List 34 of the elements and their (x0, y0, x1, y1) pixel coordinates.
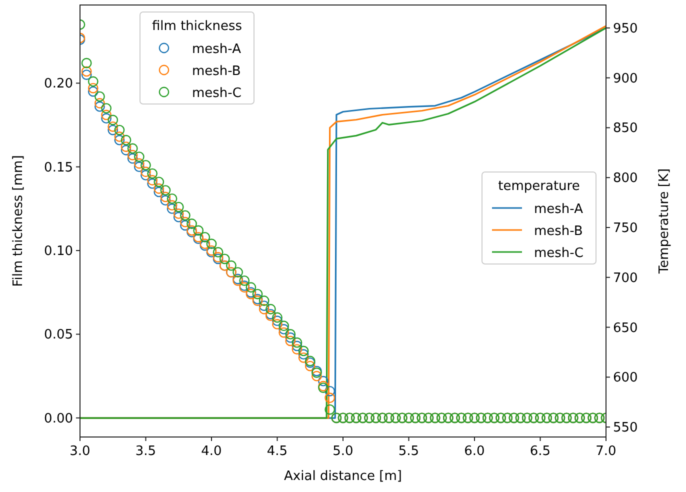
y-tick-label: 0.10 (44, 244, 73, 260)
x-tick-label: 4.0 (201, 444, 222, 459)
y2-tick-label: 950 (613, 21, 638, 36)
y2-tick-label: 800 (613, 171, 638, 186)
y2-tick-label: 650 (613, 320, 638, 336)
legend-label: mesh-A (534, 202, 584, 217)
text: film thickness (152, 19, 242, 34)
y-tick-label: 0.15 (44, 160, 73, 176)
legend-label: mesh-B (534, 224, 583, 239)
x-tick-label: 3.5 (135, 444, 156, 459)
legend-label: mesh-C (534, 246, 584, 261)
x-tick-label: 4.5 (266, 444, 288, 459)
x-tick-label: 6.5 (530, 444, 551, 459)
y-tick-label: 0.20 (44, 76, 73, 92)
x-tick-label: 7.0 (596, 444, 616, 459)
x-tick-label: 6.0 (464, 444, 485, 459)
x-axis-title: Axial distance [m] (284, 469, 402, 484)
y-tick-label: 0.05 (44, 328, 73, 343)
y-axis-title: Film thickness [mm] (11, 155, 26, 287)
y2-tick-label: 900 (613, 71, 638, 86)
x-tick-label: 3.0 (70, 444, 90, 459)
legend-label: mesh-B (192, 64, 241, 79)
y2-tick-label: 550 (613, 420, 638, 436)
y2-axis-title: Temperature [K] (657, 168, 672, 275)
y2-tick-label: 850 (613, 121, 638, 136)
y2-tick-label: 600 (613, 370, 638, 386)
legend-label: mesh-C (192, 86, 242, 101)
x-tick-label: 5.5 (398, 444, 420, 459)
text: temperature (498, 179, 580, 194)
y2-tick-label: 700 (613, 270, 638, 286)
legend-label: mesh-A (192, 42, 242, 57)
y2-tick-label: 750 (613, 220, 638, 236)
y-tick-label: 0.00 (44, 411, 73, 426)
x-tick-label: 5.0 (332, 444, 354, 459)
